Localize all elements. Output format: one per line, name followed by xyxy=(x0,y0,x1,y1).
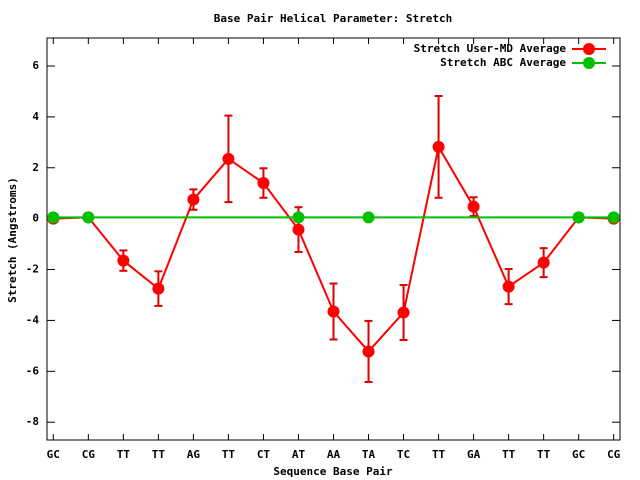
x-tick-label: TT xyxy=(432,448,446,461)
x-tick-label: GC xyxy=(47,448,60,461)
plot-frame xyxy=(46,37,621,441)
point xyxy=(292,223,305,236)
point xyxy=(432,140,445,153)
legend-label: Stretch User-MD Average xyxy=(414,42,567,55)
y-tick-label: -6 xyxy=(26,364,40,377)
x-tick-label: TT xyxy=(152,448,166,461)
x-tick-label: TC xyxy=(397,448,410,461)
x-tick-label: AA xyxy=(327,448,341,461)
point xyxy=(222,152,235,165)
y-tick-label: 0 xyxy=(32,212,39,225)
x-tick-label: GC xyxy=(572,448,585,461)
point xyxy=(537,256,550,269)
point xyxy=(502,280,515,293)
x-tick-label: CG xyxy=(607,448,621,461)
y-tick-label: -2 xyxy=(26,263,39,276)
point xyxy=(362,211,375,224)
legend-label: Stretch ABC Average xyxy=(440,56,566,69)
y-axis-label: Stretch (Angstroms) xyxy=(6,177,19,303)
y-tick-label: 2 xyxy=(32,161,39,174)
point xyxy=(117,254,130,267)
point xyxy=(187,193,200,206)
x-tick-label: CT xyxy=(257,448,271,461)
point xyxy=(397,306,410,319)
y-tick-label: -4 xyxy=(26,313,40,326)
point xyxy=(82,211,95,224)
point xyxy=(257,177,270,190)
point xyxy=(572,211,585,224)
x-tick-label: TT xyxy=(537,448,551,461)
point xyxy=(362,345,375,358)
x-tick-label: TA xyxy=(362,448,376,461)
legend-marker xyxy=(583,43,595,55)
point xyxy=(292,211,305,224)
point xyxy=(607,211,620,224)
x-tick-label: CG xyxy=(82,448,96,461)
x-tick-label: TT xyxy=(117,448,131,461)
y-tick-label: 4 xyxy=(32,110,39,123)
legend-marker xyxy=(583,57,595,69)
point xyxy=(47,211,60,224)
point xyxy=(467,200,480,213)
point xyxy=(327,305,340,318)
y-tick-label: -8 xyxy=(26,415,39,428)
x-tick-label: AT xyxy=(292,448,306,461)
x-tick-label: GA xyxy=(467,448,481,461)
x-tick-label: AG xyxy=(187,448,201,461)
x-tick-label: TT xyxy=(222,448,236,461)
point xyxy=(152,282,165,295)
y-tick-label: 6 xyxy=(32,59,39,72)
x-axis-label: Sequence Base Pair xyxy=(273,465,393,478)
chart-title: Base Pair Helical Parameter: Stretch xyxy=(214,12,452,25)
x-tick-label: TT xyxy=(502,448,516,461)
